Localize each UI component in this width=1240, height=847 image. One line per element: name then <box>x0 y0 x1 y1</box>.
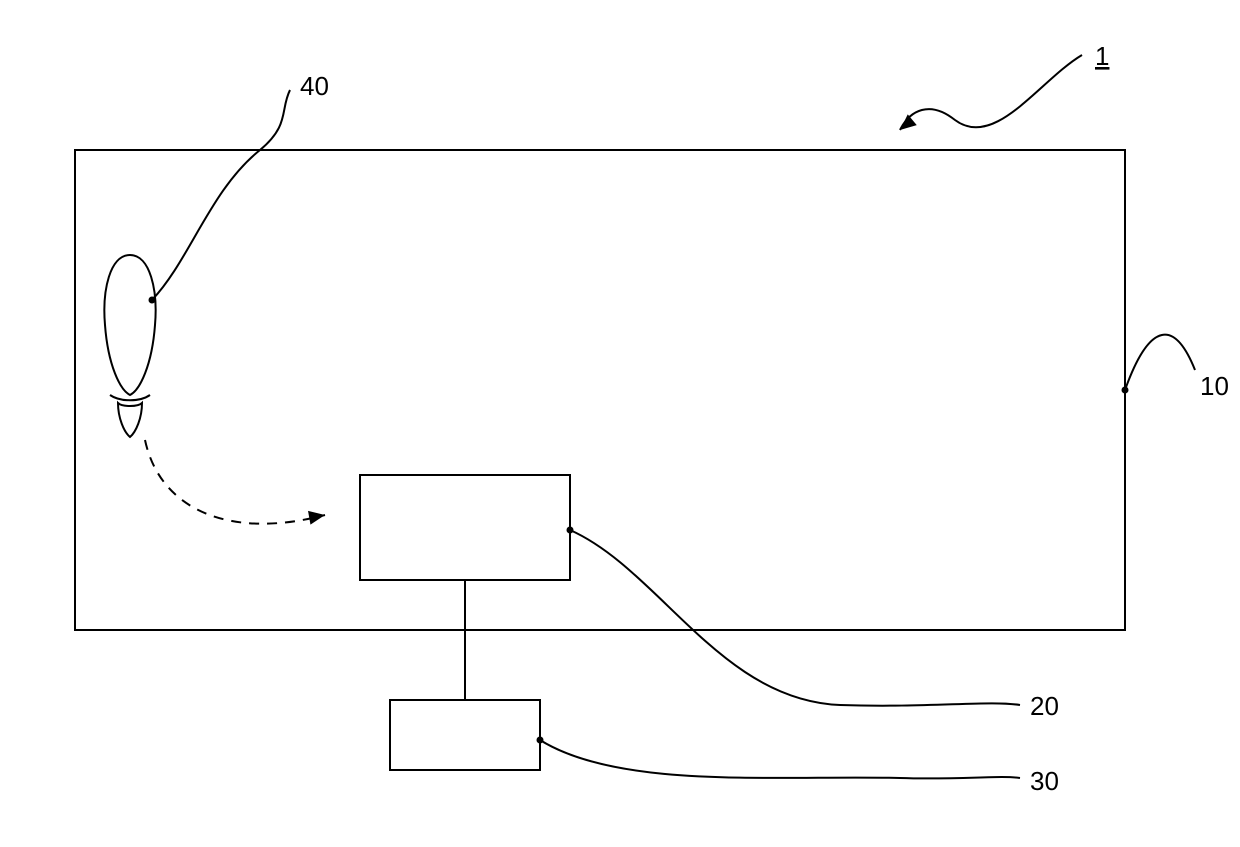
label-20: 20 <box>1030 691 1059 721</box>
diagram-svg: 1 10 20 30 40 <box>0 0 1240 847</box>
box-30 <box>390 700 540 770</box>
dashed-arrow <box>145 440 325 524</box>
leader-1-arrowhead <box>896 114 917 135</box>
dot-20 <box>567 527 574 534</box>
leader-1 <box>900 55 1082 130</box>
leader-20 <box>570 530 1020 706</box>
label-10: 10 <box>1200 371 1229 401</box>
box-20 <box>360 475 570 580</box>
dot-30 <box>537 737 544 744</box>
balloon-bulb <box>118 403 142 437</box>
label-40: 40 <box>300 71 329 101</box>
leader-40 <box>152 90 290 300</box>
label-1: 1 <box>1095 41 1109 71</box>
label-30: 30 <box>1030 766 1059 796</box>
dot-40 <box>149 297 156 304</box>
leader-30 <box>540 740 1020 778</box>
outer-rectangle <box>75 150 1125 630</box>
leader-10 <box>1125 335 1195 390</box>
dot-10 <box>1122 387 1129 394</box>
balloon-body <box>104 255 155 395</box>
